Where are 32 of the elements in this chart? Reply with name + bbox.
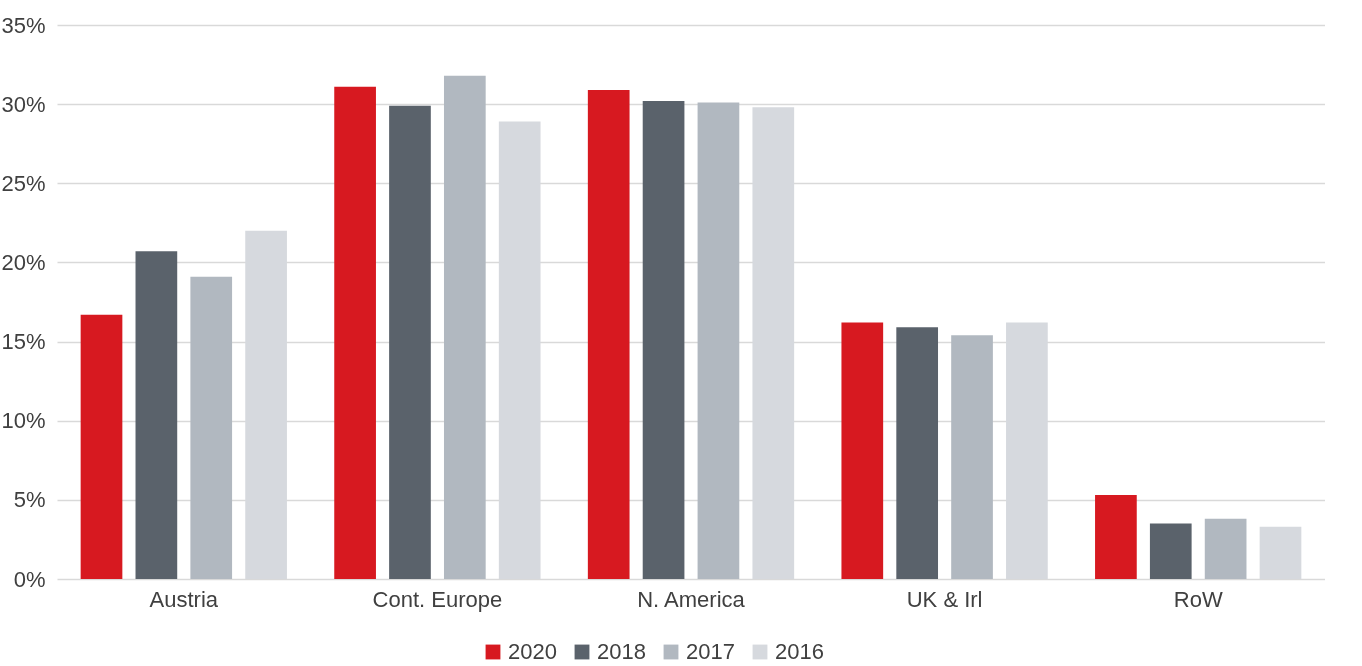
y-tick-label: 25%: [1, 170, 46, 196]
x-tick-label: N. America: [637, 586, 746, 612]
bar: [389, 105, 431, 579]
y-tick-label: 15%: [1, 329, 46, 355]
bar: [642, 100, 685, 579]
legend-label: 2020: [508, 639, 557, 664]
y-tick-label: 30%: [1, 91, 46, 117]
legend-label: 2016: [775, 639, 824, 664]
x-tick-label: Austria: [149, 586, 219, 612]
x-tick-label: Cont. Europe: [372, 586, 503, 612]
bar: [841, 322, 884, 579]
bar: [951, 335, 993, 579]
bar: [80, 314, 123, 579]
x-tick-label: RoW: [1173, 586, 1223, 612]
bar: [443, 75, 486, 579]
x-tick-label: UK & Irl: [906, 586, 983, 612]
legend-label: 2018: [597, 639, 646, 664]
y-tick-label: 35%: [1, 12, 46, 38]
bar: [1095, 495, 1137, 579]
bar: [135, 251, 178, 579]
y-tick-label: 0%: [13, 566, 46, 592]
bar: [1149, 523, 1192, 579]
bar: [190, 276, 233, 579]
legend-label: 2017: [686, 639, 735, 664]
bar: [1204, 518, 1247, 579]
y-tick-label: 20%: [1, 249, 46, 275]
bar: [896, 327, 939, 579]
bar: [587, 89, 630, 579]
bar: [697, 102, 740, 579]
y-tick-label: 10%: [1, 408, 46, 434]
bar: [334, 86, 376, 579]
y-tick-label: 5%: [13, 487, 46, 513]
